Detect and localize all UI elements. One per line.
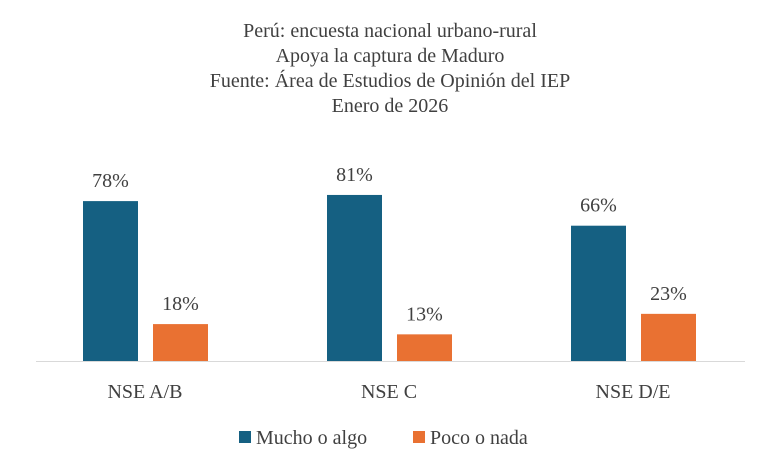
legend-swatch — [413, 431, 425, 443]
bar-poco-o-nada — [641, 313, 696, 361]
legend-swatch — [239, 431, 251, 443]
data-label: 78% — [92, 170, 129, 192]
legend: Mucho o algo Poco o nada — [239, 427, 528, 449]
title-line: Fuente: Área de Estudios de Opinión del … — [210, 69, 571, 92]
category-label: NSE A/B — [107, 381, 182, 403]
bar-poco-o-nada — [397, 334, 452, 361]
data-label: 23% — [650, 283, 687, 305]
data-label: 81% — [336, 164, 373, 186]
title-line: Apoya la captura de Maduro — [276, 45, 505, 67]
data-label: 13% — [406, 303, 443, 325]
title-line: Perú: encuesta nacional urbano-rural — [243, 20, 537, 42]
data-label: 66% — [580, 195, 617, 217]
bar-mucho-o-algo — [83, 201, 138, 361]
data-label: 18% — [162, 293, 199, 315]
bar-poco-o-nada — [153, 324, 208, 361]
category-label: NSE D/E — [596, 381, 671, 403]
title-line: Enero de 2026 — [332, 95, 449, 117]
bar-mucho-o-algo — [571, 225, 626, 361]
chart-title: Perú: encuesta nacional urbano-rural Apoy… — [210, 20, 571, 117]
category-label: NSE C — [361, 381, 417, 403]
legend-label: Mucho o algo — [256, 427, 367, 449]
legend-label: Poco o nada — [430, 427, 528, 449]
bar-mucho-o-algo — [327, 194, 382, 361]
